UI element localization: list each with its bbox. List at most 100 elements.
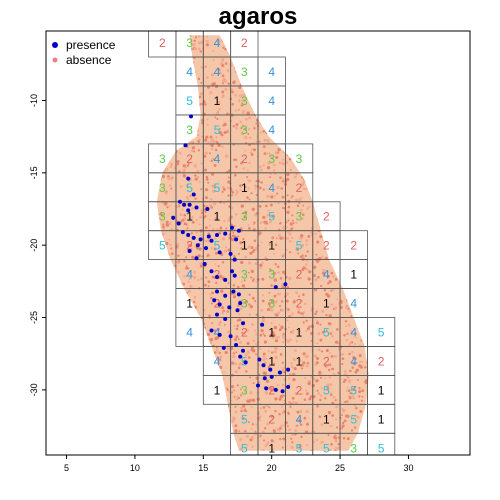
absence-point: [188, 35, 192, 36]
absence-point: [181, 321, 184, 324]
absence-point: [186, 373, 189, 377]
absence-point: [361, 389, 365, 393]
absence-point: [213, 329, 216, 332]
absence-point: [351, 215, 355, 219]
absence-point: [222, 377, 225, 381]
absence-point: [248, 179, 252, 183]
absence-point: [347, 137, 350, 140]
absence-point: [200, 81, 203, 84]
absence-point: [153, 428, 155, 430]
absence-point: [176, 326, 180, 331]
presence-point: [228, 251, 233, 256]
absence-point: [285, 236, 290, 240]
presence-point: [209, 328, 214, 333]
absence-point: [177, 421, 181, 425]
absence-point: [349, 369, 352, 373]
absence-point: [165, 85, 168, 88]
absence-point: [280, 300, 284, 303]
absence-point: [240, 204, 244, 208]
absence-point: [189, 441, 193, 445]
absence-point: [260, 329, 264, 333]
absence-point: [219, 63, 222, 66]
absence-point: [279, 221, 282, 225]
absence-point: [354, 426, 357, 429]
absence-point: [304, 169, 308, 172]
absence-point: [172, 405, 175, 408]
absence-point: [286, 210, 290, 214]
absence-point: [369, 79, 372, 82]
grid-cell-label: 3: [241, 297, 248, 311]
absence-point: [298, 104, 302, 108]
absence-point: [209, 198, 213, 201]
absence-point: [154, 58, 156, 60]
absence-point: [164, 264, 168, 267]
absence-point: [180, 62, 183, 65]
absence-point: [323, 226, 327, 230]
absence-point: [307, 107, 310, 110]
absence-point: [297, 130, 301, 134]
absence-point: [255, 122, 258, 125]
absence-point: [247, 245, 252, 249]
absence-point: [316, 404, 319, 408]
absence-point: [326, 127, 330, 130]
absence-point: [206, 255, 209, 258]
absence-point: [192, 88, 195, 91]
absence-point: [252, 279, 255, 282]
grid-cell-label: 5: [323, 326, 330, 340]
absence-point: [304, 154, 307, 157]
absence-point: [249, 151, 253, 154]
absence-point: [354, 332, 357, 335]
absence-point: [305, 263, 308, 266]
absence-point: [264, 115, 267, 118]
absence-point: [282, 150, 285, 154]
grid-cell-label: 2: [296, 181, 303, 195]
absence-point: [353, 385, 357, 389]
absence-point: [354, 357, 357, 360]
absence-point: [303, 416, 307, 420]
presence-point: [236, 228, 241, 233]
absence-point: [242, 109, 245, 113]
absence-point: [365, 223, 369, 227]
absence-point: [316, 319, 319, 322]
absence-point: [341, 357, 345, 361]
absence-point: [277, 384, 280, 387]
absence-point: [162, 232, 165, 235]
absence-point: [325, 314, 328, 317]
absence-point: [181, 385, 185, 389]
absence-point: [181, 315, 185, 319]
absence-point: [309, 65, 312, 68]
grid-cell-label: 4: [214, 152, 221, 166]
absence-point: [173, 392, 178, 396]
absence-point: [360, 399, 364, 402]
absence-point: [320, 350, 324, 353]
absence-point: [177, 395, 181, 399]
absence-point: [225, 246, 228, 249]
absence-point: [306, 268, 309, 271]
absence-point: [326, 154, 330, 158]
absence-point: [334, 446, 338, 450]
absence-point: [270, 439, 274, 443]
absence-point: [162, 390, 166, 394]
absence-point: [178, 36, 181, 39]
absence-point: [247, 421, 250, 424]
absence-point: [212, 157, 215, 160]
absence-point: [331, 274, 335, 279]
absence-point: [184, 377, 187, 381]
absence-point: [306, 110, 310, 114]
absence-point: [175, 378, 179, 382]
absence-point: [291, 79, 294, 82]
absence-point: [189, 322, 192, 325]
absence-point: [344, 100, 348, 104]
absence-point: [320, 155, 323, 158]
absence-point: [207, 181, 210, 184]
absence-point: [322, 109, 326, 113]
absence-point: [292, 378, 296, 382]
absence-point: [297, 146, 301, 150]
absence-point: [225, 154, 229, 158]
absence-point: [333, 159, 337, 162]
absence-point: [178, 329, 181, 332]
absence-point: [295, 339, 299, 343]
absence-point: [241, 79, 245, 83]
absence-point: [354, 404, 357, 408]
absence-point: [306, 168, 310, 171]
